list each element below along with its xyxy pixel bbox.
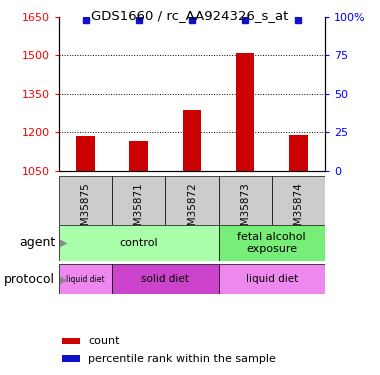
Text: GSM35873: GSM35873: [240, 182, 250, 239]
Bar: [59, 264, 112, 294]
Text: liquid diet: liquid diet: [66, 275, 105, 284]
Bar: [218, 176, 272, 225]
Bar: [59, 225, 218, 261]
Bar: [62, 355, 80, 362]
Text: fetal alcohol
exposure: fetal alcohol exposure: [238, 232, 306, 254]
Bar: [236, 53, 255, 171]
Text: protocol: protocol: [4, 273, 55, 286]
Text: GSM35871: GSM35871: [134, 182, 144, 239]
Bar: [112, 176, 165, 225]
Bar: [76, 136, 95, 171]
Bar: [59, 176, 112, 225]
Text: ▶: ▶: [60, 274, 67, 284]
Text: control: control: [119, 238, 158, 248]
Text: GDS1660 / rc_AA924326_s_at: GDS1660 / rc_AA924326_s_at: [91, 9, 289, 22]
Bar: [218, 225, 325, 261]
Bar: [129, 141, 148, 171]
Bar: [182, 110, 201, 171]
Text: liquid diet: liquid diet: [245, 274, 298, 284]
Bar: [218, 264, 325, 294]
Text: GSM35874: GSM35874: [293, 182, 303, 239]
Text: ▶: ▶: [60, 238, 67, 248]
Text: solid diet: solid diet: [141, 274, 189, 284]
Text: agent: agent: [19, 236, 55, 249]
Text: GSM35875: GSM35875: [81, 182, 90, 239]
Bar: [165, 176, 218, 225]
Text: percentile rank within the sample: percentile rank within the sample: [88, 354, 276, 364]
Text: count: count: [88, 336, 120, 346]
Bar: [272, 176, 325, 225]
Bar: [62, 338, 80, 344]
Bar: [112, 264, 218, 294]
Text: GSM35872: GSM35872: [187, 182, 197, 239]
Bar: [289, 135, 308, 171]
